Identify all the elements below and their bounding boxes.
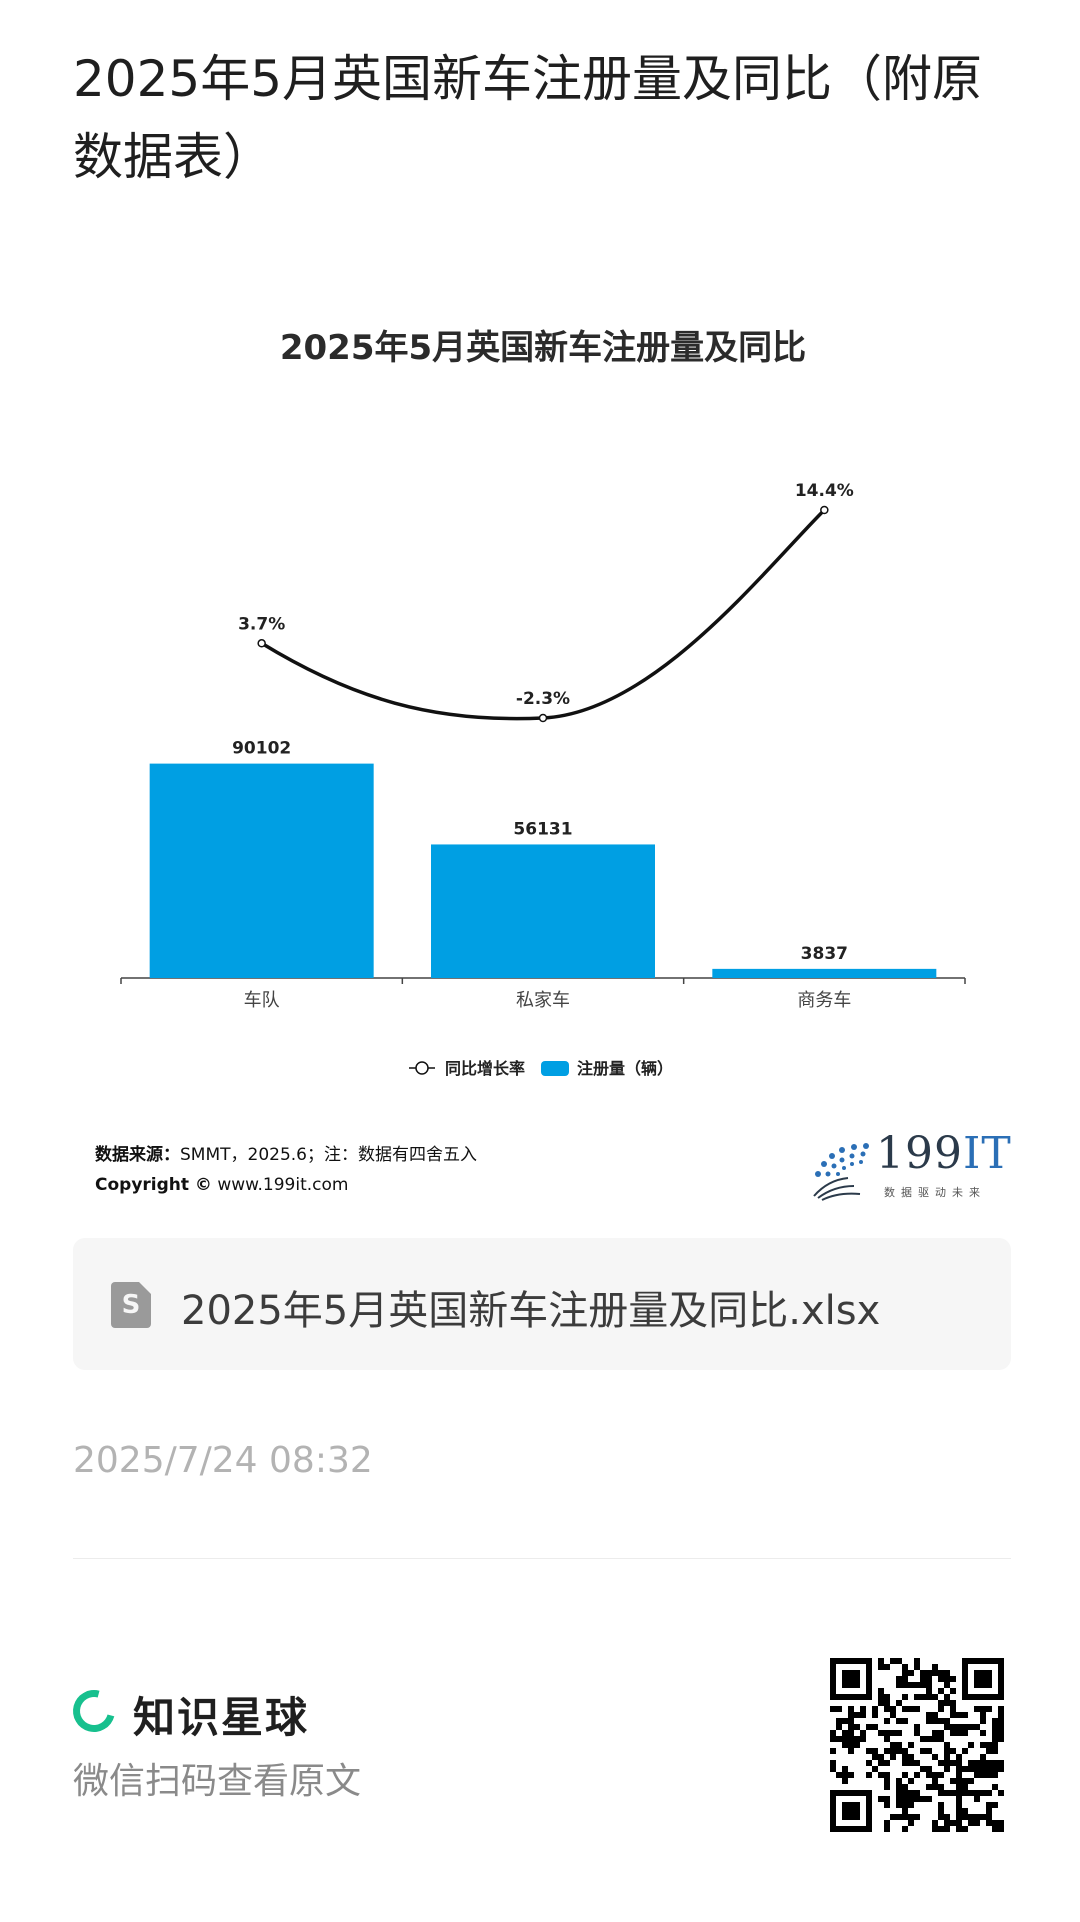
spreadsheet-file-icon: S (111, 1282, 151, 1328)
scan-hint: 微信扫码查看原文 (73, 1761, 362, 1802)
x-tick-label: 车队 (244, 990, 280, 1011)
bar-value-label: 90102 (232, 739, 291, 759)
legend-label: 同比增长率 (445, 1059, 525, 1078)
growth-line (260, 508, 826, 721)
chart-svg: 90102 车队 56131 私家车 3837 商务车 3.7% -2.3% 14.4% 同比增长… (120, 481, 966, 1078)
x-tick-label: 商务车 (797, 990, 851, 1011)
growth-value-label: 3.7% (238, 614, 285, 634)
logo-slogan: 数据驱动未来 (884, 1186, 986, 1199)
divider (73, 1558, 1011, 1559)
attachment-file-name[interactable]: 2025年5月英国新车注册量及同比.xlsx (181, 1288, 881, 1334)
legend-line-marker-dot (415, 1061, 429, 1075)
chart-title: 2025年5月英国新车注册量及同比 (279, 328, 807, 368)
growth-point (820, 505, 829, 515)
legend-bar-swatch (541, 1061, 569, 1076)
attachment-card[interactable]: S 2025年5月英国新车注册量及同比.xlsx (73, 1238, 1011, 1370)
growth-value-label: -2.3% (516, 689, 570, 709)
growth-point (538, 713, 548, 723)
source-note: 数据来源：SMMT，2025.6；注：数据有四舍五入 Copyright © w… (95, 1140, 477, 1200)
growth-point (257, 639, 266, 648)
bar-商务车 (712, 968, 937, 978)
source-label: 数据来源： (95, 1145, 180, 1165)
chart-image: 2025年5月英国新车注册量及同比 90102 车队 56131 私家车 3837 商务车… (73, 300, 1013, 1220)
dots-fan-icon (813, 1143, 869, 1201)
bar-value-label: 3837 (801, 944, 848, 964)
zsxq-logo-icon (65, 1682, 123, 1740)
qr-code[interactable] (830, 1658, 1004, 1832)
copyright-url: www.199it.com (217, 1175, 349, 1195)
bar-value-label: 56131 (513, 819, 572, 839)
brand-name: 知识星球 (133, 1693, 310, 1742)
legend-label: 注册量（辆） (577, 1059, 673, 1078)
source-text: SMMT，2025.6；注：数据有四舍五入 (180, 1145, 477, 1165)
199it-logo: 199IT 数据驱动未来 (808, 1128, 1011, 1210)
bar-私家车 (431, 844, 655, 978)
growth-value-label: 14.4% (795, 481, 854, 501)
x-tick-label: 私家车 (516, 990, 570, 1011)
copyright-label: Copyright © (95, 1175, 212, 1195)
bar-车队 (149, 763, 374, 978)
post-timestamp: 2025/7/24 08:32 (73, 1440, 373, 1481)
post-title: 2025年5月英国新车注册量及同比（附原数据表） (73, 50, 983, 186)
logo-brand: 199IT (876, 1128, 1012, 1179)
